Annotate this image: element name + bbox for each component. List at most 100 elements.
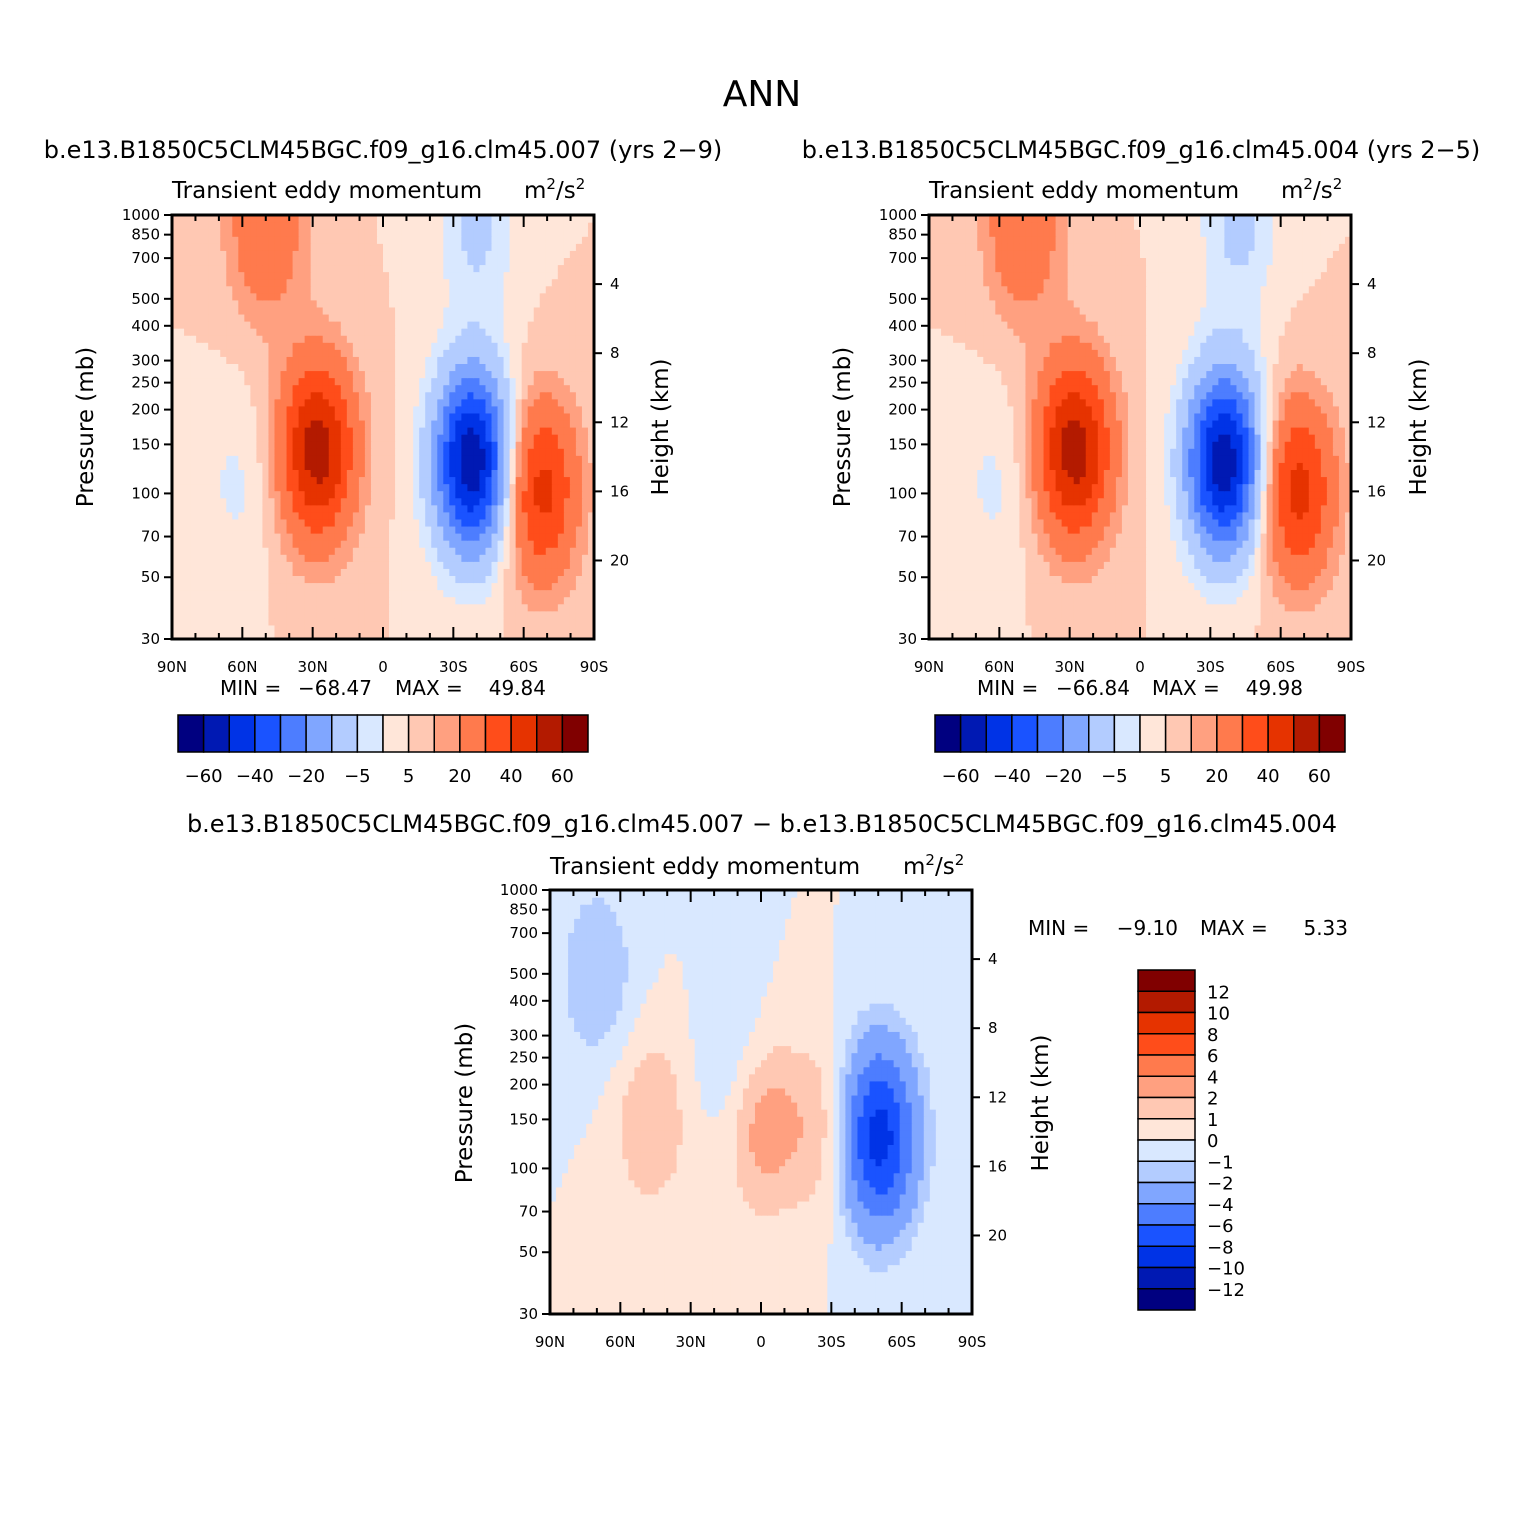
panel-2-cell	[1031, 625, 1038, 633]
panel-2-cell	[935, 618, 942, 626]
panel-1-cell	[178, 519, 185, 527]
panel-2-cell	[965, 604, 972, 612]
panel-1-cell	[576, 568, 583, 576]
panel-1-cell	[383, 279, 390, 287]
panel-2-cell	[1188, 575, 1195, 583]
panel-1-cell	[492, 342, 499, 350]
panel-1-cell	[262, 427, 269, 435]
panel-1-cell	[558, 441, 565, 449]
panel-1-cell	[196, 406, 203, 414]
panel-2-cell	[1206, 582, 1213, 590]
panel-1-cell	[425, 597, 432, 605]
panel-1-cell	[479, 540, 486, 548]
panel-1-cell	[413, 484, 420, 492]
panel-1-cell	[359, 484, 366, 492]
panel-2-cell	[1001, 575, 1008, 583]
panel-1-cell	[510, 611, 517, 619]
panel-1-cell	[347, 363, 354, 371]
panel-1-cell	[479, 533, 486, 541]
panel-1-cell	[341, 618, 348, 626]
panel-1-cell	[552, 264, 559, 272]
panel-1-cell	[347, 427, 354, 435]
panel-1-cell	[461, 625, 468, 633]
panel-1-cell	[564, 250, 571, 258]
panel-1-cell	[274, 441, 281, 449]
panel-1-cell	[196, 455, 203, 463]
panel-1-cell	[238, 279, 245, 287]
panel-1-cell	[208, 582, 215, 590]
panel-1-cell	[232, 462, 239, 470]
panel-1-cell	[437, 272, 444, 280]
panel-2-cell	[983, 625, 990, 633]
panel-1-cell	[504, 582, 511, 590]
panel-1-cell	[504, 505, 511, 513]
panel-1-cell	[178, 243, 185, 251]
panel-1-cell	[401, 328, 408, 336]
panel-1-cell	[311, 561, 318, 569]
panel-1-cell	[467, 590, 474, 598]
panel-1-cell	[365, 399, 372, 407]
panel-1-cell	[461, 526, 468, 534]
panel-1-cell	[431, 349, 438, 357]
panel-1-cell	[534, 413, 541, 421]
panel-1-cell	[256, 540, 263, 548]
panel-1-cell	[461, 618, 468, 626]
panel-2-cell	[1044, 575, 1051, 583]
panel-1-cell	[244, 243, 251, 251]
panel-1-y2label: Height (km)	[648, 358, 674, 495]
panel-1-cell	[353, 392, 360, 400]
panel-1-cell	[467, 575, 474, 583]
panel-2-cell	[1152, 604, 1159, 612]
latitude-tick-label: 0	[378, 658, 388, 676]
panel-1-cell	[178, 356, 185, 364]
panel-1-cell	[401, 575, 408, 583]
panel-1-cell	[238, 264, 245, 272]
panel-1-cell	[341, 448, 348, 456]
panel-1-cell	[522, 314, 529, 322]
panel-1-cell	[419, 307, 426, 315]
panel-1-cell	[293, 568, 300, 576]
panel-1-cell	[202, 582, 209, 590]
panel-1-cell	[540, 491, 547, 499]
panel-1-cell	[335, 533, 342, 541]
panel-2-cell	[1110, 568, 1117, 576]
panel-1-cell	[208, 554, 215, 562]
panel-1-cell	[425, 406, 432, 414]
panel-1-cell	[232, 342, 239, 350]
panel-1-cell	[214, 519, 221, 527]
panel-2-cell	[1116, 590, 1123, 598]
panel-1-cell	[401, 434, 408, 442]
panel-1-cell	[244, 498, 251, 506]
panel-1-cell	[479, 279, 486, 287]
panel-2-cell	[1140, 604, 1147, 612]
panel-1-cell	[317, 540, 324, 548]
panel-1-cell	[419, 618, 426, 626]
panel-2-cell	[1080, 582, 1087, 590]
panel-1-cell	[262, 455, 269, 463]
panel-2-cell	[965, 582, 972, 590]
panel-1-cell	[190, 307, 197, 315]
panel-1-cell	[347, 392, 354, 400]
panel-1-cell	[455, 328, 462, 336]
panel-1-cell	[534, 582, 541, 590]
panel-2-cell	[1140, 611, 1147, 619]
panel-1-cell	[353, 618, 360, 626]
panel-2-cell	[1013, 604, 1020, 612]
panel-1-cell	[184, 441, 191, 449]
panel-2-cell	[1110, 618, 1117, 626]
panel-1-cell	[287, 547, 294, 555]
panel-1-cell	[479, 469, 486, 477]
panel-1-cell	[238, 328, 245, 336]
panel-1-cell	[347, 272, 354, 280]
panel-1-cell	[413, 236, 420, 244]
panel-1-cell	[317, 250, 324, 258]
panel-2-cell	[1110, 582, 1117, 590]
panel-1-cell	[504, 618, 511, 626]
panel-1-cell	[281, 385, 288, 393]
panel-1-cell	[299, 300, 306, 308]
panel-1-cell	[540, 590, 547, 598]
panel-1-cell	[226, 335, 233, 343]
panel-1-cell	[552, 293, 559, 301]
panel-1-cell	[317, 604, 324, 612]
panel-1-cell	[383, 519, 390, 527]
